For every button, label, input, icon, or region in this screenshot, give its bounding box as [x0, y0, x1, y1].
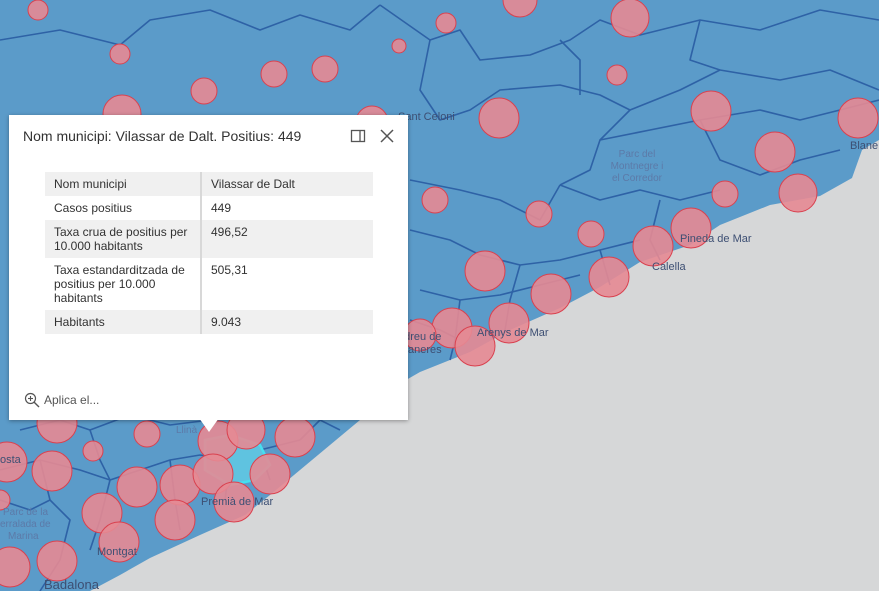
case-circle: [754, 131, 796, 173]
case-circle: [213, 481, 255, 523]
case-circle: [610, 0, 650, 38]
field-name: Nom municipi: [45, 172, 202, 196]
zoom-to-action[interactable]: Aplica el...: [24, 392, 99, 408]
case-circle: [525, 200, 553, 228]
case-circle: [577, 220, 605, 248]
label-caldes-2: aneres: [408, 344, 442, 356]
label-parc-serralada-2: erralada de: [0, 519, 51, 530]
case-circle: [632, 225, 674, 267]
case-circle: [116, 466, 158, 508]
case-circle: [488, 302, 530, 344]
label-arenys-de-mar: Arenys de Mar: [477, 327, 549, 339]
field-name: Taxa estandarditzada de positius per 10.…: [45, 258, 202, 310]
table-row: Casos positius 449: [45, 196, 373, 220]
case-circle: [670, 207, 712, 249]
label-parc-serralada-1: Parc de la: [3, 507, 48, 518]
case-circle: [27, 0, 49, 21]
label-parc-montnegre-2: Montnegre i: [611, 161, 664, 172]
field-value: Vilassar de Dalt: [201, 172, 373, 196]
field-name: Taxa crua de positius per 10.000 habitan…: [45, 220, 202, 258]
feature-popup: Nom municipi: Vilassar de Dalt. Positius…: [9, 115, 408, 432]
zoom-in-icon: [24, 392, 40, 408]
case-circle: [192, 453, 234, 495]
label-parc-montnegre-3: el Corredor: [612, 173, 663, 184]
table-row: Taxa estandarditzada de positius per 10.…: [45, 258, 373, 310]
label-costa: osta: [0, 454, 22, 466]
case-circle: [690, 90, 732, 132]
label-premia-de-mar: Premià de Mar: [201, 496, 273, 508]
case-circle: [0, 441, 28, 483]
field-name: Habitants: [45, 310, 202, 334]
zoom-to-label: Aplica el...: [44, 393, 100, 407]
case-circle: [98, 521, 140, 563]
place-labels: Sant Celoni Parc del Montnegre i el Corr…: [0, 111, 878, 591]
case-circle: [31, 450, 73, 492]
case-circle: [454, 325, 496, 367]
case-circle: [154, 499, 196, 541]
dock-icon[interactable]: [349, 127, 367, 145]
case-circle: [109, 43, 131, 65]
case-circle: [36, 540, 78, 582]
close-icon[interactable]: [378, 127, 396, 145]
case-circle: [0, 546, 31, 588]
case-circle: [478, 97, 520, 139]
label-calella: Calella: [652, 261, 687, 273]
case-circle: [311, 55, 339, 83]
case-circle: [133, 420, 161, 448]
label-pineda-de-mar: Pineda de Mar: [680, 233, 752, 245]
case-circle: [711, 180, 739, 208]
label-llina: Llinà: [176, 425, 198, 436]
attribute-table: Nom municipi Vilassar de Dalt Casos posi…: [45, 172, 373, 334]
table-row: Taxa crua de positius per 10.000 habitan…: [45, 220, 373, 258]
popup-pointer: [199, 418, 219, 432]
case-circle: [421, 186, 449, 214]
case-circle: [778, 173, 818, 213]
field-value: 449: [211, 201, 232, 215]
case-circle: [260, 60, 288, 88]
label-sant-celoni: Sant Celoni: [398, 111, 455, 123]
case-circle: [274, 416, 316, 458]
case-circle: [391, 38, 407, 54]
case-circle: [0, 489, 11, 511]
case-circle: [588, 256, 630, 298]
case-circle: [502, 0, 538, 18]
case-circle: [837, 97, 879, 139]
label-montgat: Montgat: [97, 546, 137, 558]
label-blanes: Blane: [850, 140, 878, 152]
label-badalona: Badalona: [44, 577, 100, 591]
label-parc-montnegre-1: Parc del: [619, 149, 656, 160]
case-circle: [190, 77, 218, 105]
table-row: Nom municipi Vilassar de Dalt: [45, 172, 373, 196]
field-value: 9.043: [201, 310, 373, 334]
field-value: 505,31: [211, 263, 248, 277]
case-circle: [249, 453, 291, 495]
label-caldes-1: ndreu de: [398, 331, 441, 343]
field-name: Casos positius: [45, 196, 202, 220]
field-value: 496,52: [201, 220, 373, 258]
popup-title: Nom municipi: Vilassar de Dalt. Positius…: [23, 128, 302, 144]
case-circle: [435, 12, 457, 34]
table-row: Habitants 9.043: [45, 310, 373, 334]
case-circle: [530, 273, 572, 315]
case-circle: [464, 250, 506, 292]
case-circle: [606, 64, 628, 86]
label-parc-serralada-3: Marina: [8, 531, 39, 542]
case-circle: [82, 440, 104, 462]
